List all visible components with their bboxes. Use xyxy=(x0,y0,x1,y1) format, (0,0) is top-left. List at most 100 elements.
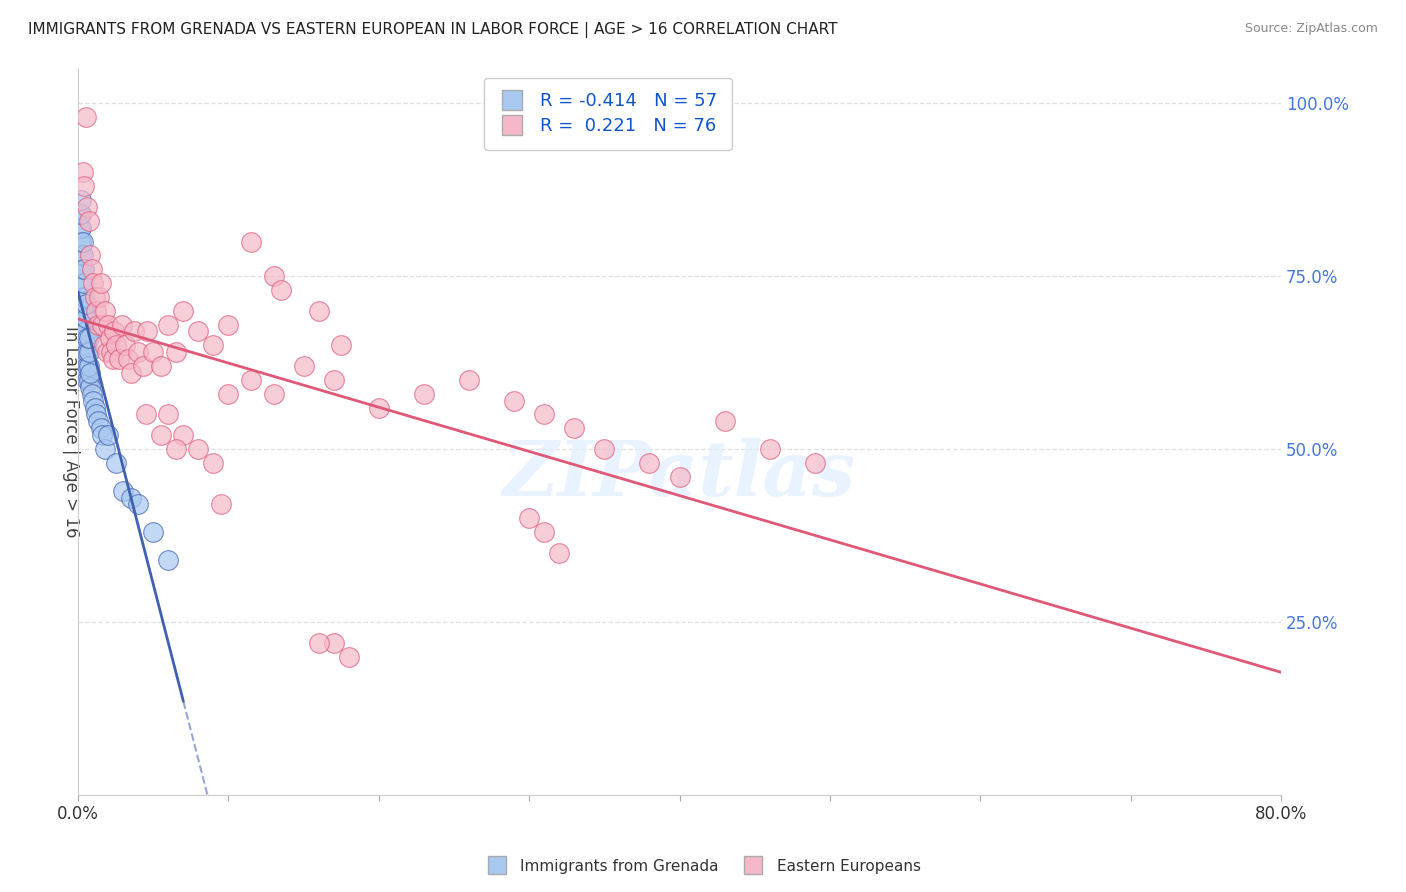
Point xyxy=(79,366,101,380)
Point xyxy=(91,318,114,332)
Point xyxy=(533,408,555,422)
Point xyxy=(79,380,101,394)
Point xyxy=(240,373,263,387)
Point xyxy=(75,325,97,339)
Point xyxy=(172,428,194,442)
Point xyxy=(83,290,105,304)
Point xyxy=(69,207,91,221)
Point xyxy=(337,649,360,664)
Point xyxy=(86,318,108,332)
Point xyxy=(103,325,125,339)
Point xyxy=(72,276,94,290)
Point xyxy=(142,345,165,359)
Point xyxy=(413,386,436,401)
Point xyxy=(104,456,127,470)
Point xyxy=(217,386,239,401)
Point xyxy=(202,338,225,352)
Point xyxy=(76,200,98,214)
Point xyxy=(70,193,93,207)
Point xyxy=(83,401,105,415)
Point xyxy=(72,165,94,179)
Point xyxy=(94,303,117,318)
Point xyxy=(202,456,225,470)
Point xyxy=(172,303,194,318)
Point xyxy=(668,469,690,483)
Point xyxy=(79,248,101,262)
Point xyxy=(82,276,104,290)
Point xyxy=(104,338,127,352)
Point xyxy=(94,442,117,456)
Point xyxy=(217,318,239,332)
Point xyxy=(638,456,661,470)
Point xyxy=(308,303,330,318)
Point xyxy=(165,345,187,359)
Point xyxy=(165,442,187,456)
Point xyxy=(72,235,94,249)
Point xyxy=(157,553,180,567)
Point xyxy=(187,325,209,339)
Point xyxy=(72,318,94,332)
Point xyxy=(90,276,112,290)
Point xyxy=(70,248,93,262)
Point xyxy=(517,511,540,525)
Point xyxy=(758,442,780,456)
Text: IMMIGRANTS FROM GRENADA VS EASTERN EUROPEAN IN LABOR FORCE | AGE > 16 CORRELATIO: IMMIGRANTS FROM GRENADA VS EASTERN EUROP… xyxy=(28,22,838,38)
Point xyxy=(330,338,353,352)
Point xyxy=(120,491,142,505)
Point xyxy=(96,345,118,359)
Point xyxy=(82,393,104,408)
Point xyxy=(75,352,97,367)
Point xyxy=(77,373,100,387)
Point xyxy=(114,338,136,352)
Point xyxy=(72,303,94,318)
Point xyxy=(76,345,98,359)
Point xyxy=(458,373,481,387)
Point xyxy=(76,331,98,345)
Point xyxy=(187,442,209,456)
Point xyxy=(240,235,263,249)
Point xyxy=(72,248,94,262)
Point xyxy=(149,359,172,373)
Point xyxy=(77,359,100,373)
Point xyxy=(263,269,285,284)
Point xyxy=(86,414,108,428)
Point xyxy=(593,442,616,456)
Point xyxy=(73,338,96,352)
Point xyxy=(122,325,145,339)
Point xyxy=(157,408,180,422)
Point xyxy=(132,359,155,373)
Point xyxy=(73,359,96,373)
Point xyxy=(91,428,114,442)
Point xyxy=(157,318,180,332)
Point xyxy=(84,408,107,422)
Point xyxy=(75,297,97,311)
Point xyxy=(73,345,96,359)
Y-axis label: In Labor Force | Age > 16: In Labor Force | Age > 16 xyxy=(62,326,80,538)
Point xyxy=(73,276,96,290)
Point xyxy=(73,290,96,304)
Point xyxy=(98,331,121,345)
Point xyxy=(84,303,107,318)
Point xyxy=(270,283,292,297)
Point xyxy=(142,525,165,540)
Point xyxy=(77,213,100,227)
Point xyxy=(136,325,159,339)
Point xyxy=(76,359,98,373)
Point xyxy=(101,352,124,367)
Point xyxy=(100,345,122,359)
Point xyxy=(263,386,285,401)
Point xyxy=(70,262,93,277)
Legend: Immigrants from Grenada, Eastern Europeans: Immigrants from Grenada, Eastern Europea… xyxy=(479,853,927,880)
Point xyxy=(75,338,97,352)
Point xyxy=(713,414,735,428)
Point xyxy=(804,456,827,470)
Point xyxy=(70,220,93,235)
Point xyxy=(73,179,96,194)
Point xyxy=(70,235,93,249)
Point xyxy=(112,483,135,498)
Point xyxy=(120,366,142,380)
Point xyxy=(292,359,315,373)
Point xyxy=(70,207,93,221)
Point xyxy=(73,331,96,345)
Point xyxy=(503,393,526,408)
